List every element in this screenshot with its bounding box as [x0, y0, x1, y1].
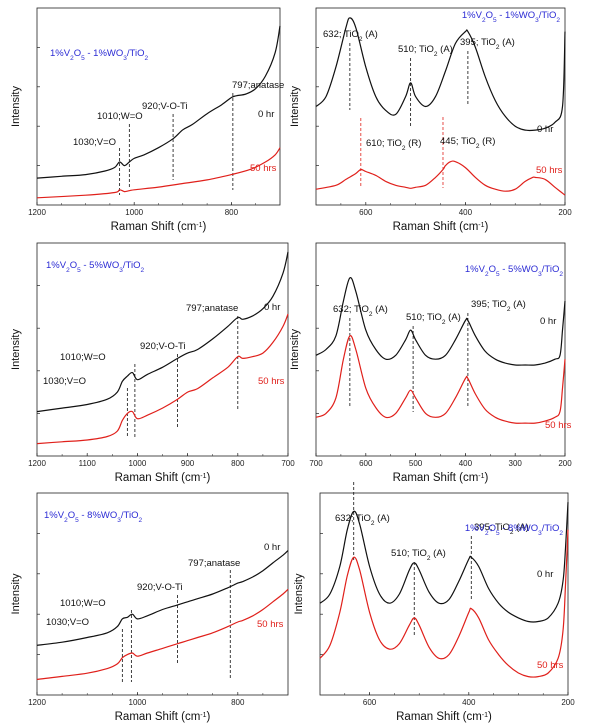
peak-annotation: 1010;W=O	[60, 598, 106, 609]
y-axis-label: Intensity	[293, 573, 305, 614]
series-label: 50 hrs	[250, 163, 277, 174]
peak-annotation: 445; TiO2 (R)	[440, 136, 495, 150]
series-line-red	[315, 160, 566, 196]
panel-title: 1%V2O5 - 5%WO3/TiO2	[46, 260, 144, 274]
peak-annotation: 395; TiO2 (A)	[471, 299, 526, 313]
peak-annotation: 1030;V=O	[43, 376, 86, 387]
panel-bottom-right: 600 400 200 Raman Shift (cm-1) Intensity 632;…	[293, 482, 575, 723]
series-label: 0 hr	[537, 569, 553, 580]
peak-annotation: 510; TiO2 (A)	[398, 44, 453, 58]
panel-title: 1%V2O5 - 1%WO3/TiO2	[50, 48, 148, 62]
series-label: 50 hrs	[545, 420, 572, 431]
series-label: 50 hrs	[536, 165, 563, 176]
series-line-red	[36, 147, 281, 199]
x-tick-label: 700	[281, 459, 295, 468]
series-label: 0 hr	[537, 124, 553, 135]
peak-annotation: 797;anatase	[188, 558, 240, 569]
x-tick-label: 900	[181, 459, 195, 468]
series-label: 0 hr	[264, 542, 280, 553]
series-label: 0 hr	[258, 109, 274, 120]
x-tick-label: 1200	[28, 459, 46, 468]
panel-top-right: 600 400 200 Raman Shift (cm-1) Intensity 632;…	[289, 7, 572, 233]
x-tick-label: 400	[462, 698, 476, 707]
x-tick-label: 400	[459, 459, 473, 468]
x-tick-label: 800	[231, 698, 245, 707]
panel-title: 1%V2O5 - 8%WO3/TiO2	[465, 523, 563, 537]
x-tick-label: 200	[558, 208, 572, 217]
x-tick-label: 800	[231, 459, 245, 468]
panel-bottom-left: 1200 1000 800 Raman Shift (cm-1) Intensity 10…	[10, 492, 289, 723]
x-tick-label: 200	[561, 698, 575, 707]
series-label: 50 hrs	[258, 376, 285, 387]
series-line-black	[36, 25, 281, 179]
series-line-black	[36, 251, 289, 413]
series-label: 50 hrs	[257, 619, 284, 630]
x-tick-label: 1000	[129, 698, 147, 707]
x-axis-label: Raman Shift (cm-1)	[393, 472, 489, 484]
y-axis-label: Intensity	[10, 86, 22, 127]
peak-annotation: 1010;W=O	[97, 111, 143, 122]
y-axis-label: Intensity	[289, 86, 301, 127]
x-tick-label: 1000	[129, 459, 147, 468]
panel-title: 1%V2O5 - 8%WO3/TiO2	[44, 510, 142, 524]
peak-annotation: 610; TiO2 (R)	[366, 138, 421, 152]
x-tick-label: 800	[225, 208, 239, 217]
panel-top-left: 1200 1000 800 Raman Shift (cm-1) Intensity 10…	[10, 7, 284, 233]
x-tick-label: 600	[363, 698, 377, 707]
series-line-red	[319, 529, 569, 678]
x-tick-label: 1000	[125, 208, 143, 217]
panel-title: 1%V2O5 - 5%WO3/TiO2	[465, 264, 563, 278]
y-axis-label: Intensity	[10, 573, 22, 614]
x-tick-label: 500	[409, 459, 423, 468]
x-tick-label: 1200	[28, 208, 46, 217]
peak-annotation: 395; TiO2 (A)	[474, 522, 529, 536]
series-label: 0 hr	[540, 316, 556, 327]
x-tick-label: 400	[459, 208, 473, 217]
x-tick-label: 700	[309, 459, 323, 468]
peak-annotation: 395; TiO2 (A)	[460, 37, 515, 51]
x-axis-label: Raman Shift (cm-1)	[393, 221, 489, 233]
peak-annotation: 1030;V=O	[46, 617, 89, 628]
series-line-black	[315, 17, 566, 132]
x-tick-label: 600	[359, 208, 373, 217]
peak-annotation: 920;V-O-Ti	[140, 341, 186, 352]
panel-middle-right: 700 600 500 400 300 200 Raman Shift (cm-1) Inte…	[289, 242, 572, 484]
peak-annotation: 1030;V=O	[73, 137, 116, 148]
y-axis-label: Intensity	[10, 329, 22, 370]
peak-annotation: 1010;W=O	[60, 352, 106, 363]
peak-annotation: 632; TiO2 (A)	[335, 513, 390, 527]
series-line-black	[36, 550, 289, 646]
panel-title: 1%V2O5 - 1%WO3/TiO2	[462, 10, 560, 24]
x-tick-label: 600	[359, 459, 373, 468]
peak-annotation: 920;V-O-Ti	[137, 582, 183, 593]
x-axis-label: Raman Shift (cm-1)	[111, 221, 207, 233]
series-label: 50 hrs	[537, 660, 564, 671]
x-axis-label: Raman Shift (cm-1)	[396, 711, 492, 723]
peak-annotation: 632; TiO2 (A)	[333, 304, 388, 318]
peak-annotation: 920;V-O-Ti	[142, 101, 188, 112]
x-axis-label: Raman Shift (cm-1)	[115, 472, 211, 484]
y-axis-label: Intensity	[289, 329, 301, 370]
x-tick-label: 1100	[79, 459, 97, 468]
peak-annotation: 510; TiO2 (A)	[391, 548, 446, 562]
series-line-red	[315, 335, 566, 424]
x-tick-label: 200	[558, 459, 572, 468]
series-line-red	[36, 313, 289, 445]
peak-annotation: 632; TiO2 (A)	[323, 29, 378, 43]
x-axis-label: Raman Shift (cm-1)	[115, 711, 211, 723]
series-line-black	[319, 502, 569, 623]
panel-middle-left: 1200 1100 1000 900 800 700 Raman Shift (cm-1) I…	[10, 242, 295, 484]
x-tick-label: 1200	[28, 698, 46, 707]
peak-annotation: 510; TiO2 (A)	[406, 312, 461, 326]
x-tick-label: 300	[509, 459, 523, 468]
series-line-black	[315, 277, 566, 366]
series-label: 0 hr	[264, 302, 280, 313]
peak-annotation: 797;anatase	[186, 303, 238, 314]
series-line-red	[36, 588, 289, 681]
